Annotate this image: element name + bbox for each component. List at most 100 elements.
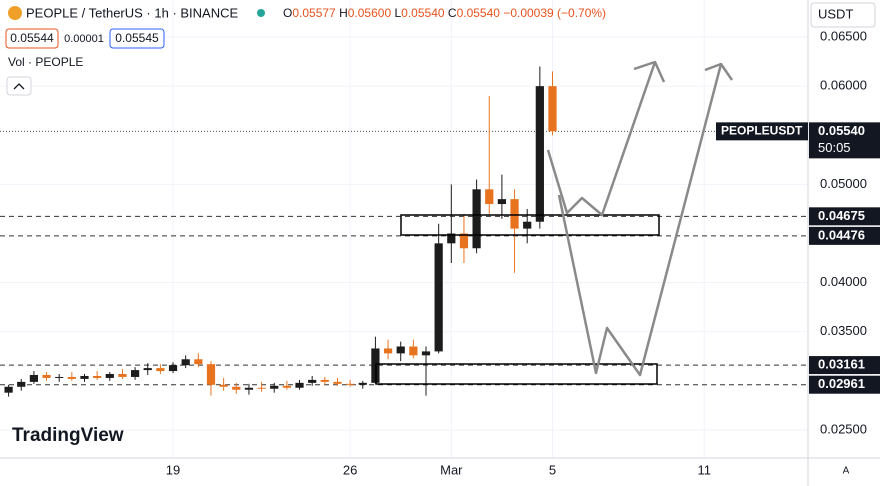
y-tick-label: 0.06500 bbox=[820, 28, 867, 43]
y-tick-label: 0.05000 bbox=[820, 176, 867, 191]
candle-body bbox=[232, 386, 241, 390]
ohlc-value: 0.05577 bbox=[292, 6, 336, 20]
x-tick-label: 19 bbox=[166, 462, 180, 477]
ask: 0.05545 bbox=[115, 31, 159, 45]
candle-body bbox=[346, 383, 355, 385]
candle-body bbox=[257, 387, 266, 389]
ask-box[interactable] bbox=[109, 28, 165, 49]
candle-body bbox=[29, 374, 39, 382]
candle-body bbox=[510, 199, 519, 229]
level-label: 0.02961 bbox=[818, 376, 865, 391]
level-label: 0.03161 bbox=[818, 357, 865, 372]
arrow bbox=[546, 60, 666, 217]
auto-scale[interactable]: A bbox=[843, 466, 850, 477]
candle-body bbox=[156, 368, 165, 372]
candle-body bbox=[168, 365, 178, 372]
collapse-button[interactable] bbox=[6, 76, 32, 96]
grid bbox=[0, 0, 808, 458]
y-tick-label: 0.06000 bbox=[820, 78, 867, 93]
candle-body bbox=[143, 368, 152, 371]
ohlc-value: 0.05540 bbox=[457, 6, 501, 20]
candle-body bbox=[67, 376, 76, 379]
projection-arrows bbox=[546, 60, 734, 377]
ohlc-key: H bbox=[339, 6, 348, 20]
level-label-box bbox=[809, 356, 880, 375]
level-label-box bbox=[809, 207, 880, 226]
bid-box[interactable] bbox=[5, 28, 59, 49]
ohlc-key: L bbox=[394, 6, 401, 20]
candle-body bbox=[105, 374, 114, 378]
candle-body bbox=[459, 233, 469, 249]
last-price-box bbox=[809, 122, 880, 159]
candle-body bbox=[497, 199, 507, 205]
candle-body bbox=[548, 86, 557, 132]
x-tick-label: 5 bbox=[549, 462, 556, 477]
ohlc-key: O bbox=[283, 6, 292, 20]
symbol[interactable]: PEOPLE / TetherUS · 1h · BINANCE bbox=[26, 5, 238, 20]
candle-body bbox=[409, 346, 418, 356]
candle-body bbox=[270, 385, 279, 389]
candle-body bbox=[472, 189, 481, 249]
candle-body bbox=[93, 375, 102, 378]
level-label-box bbox=[809, 375, 880, 394]
logo: TradingView bbox=[12, 425, 124, 446]
currency: USDT bbox=[818, 6, 853, 21]
x-tick-label: 11 bbox=[698, 462, 712, 477]
candle-body bbox=[358, 382, 367, 385]
zone-box bbox=[375, 363, 658, 385]
candle-body bbox=[194, 359, 203, 365]
currency-select[interactable] bbox=[810, 2, 876, 28]
ohlc: O0.05577 H0.05600 L0.05540 C0.05540 −0.0… bbox=[283, 6, 606, 20]
candle-body bbox=[17, 381, 26, 387]
candle-body bbox=[219, 384, 228, 387]
countdown: 50:05 bbox=[818, 140, 851, 155]
spread: 0.00001 bbox=[64, 33, 104, 45]
candle-body bbox=[55, 376, 64, 378]
candle-body bbox=[447, 233, 456, 244]
x-tick-label: Mar bbox=[440, 462, 463, 477]
ohlc-key: C bbox=[448, 6, 457, 20]
y-tick-label: 0.02500 bbox=[820, 421, 867, 436]
candle-body bbox=[206, 364, 216, 385]
volume-label: Vol · PEOPLE bbox=[8, 55, 83, 69]
ohlc-value: 0.05600 bbox=[348, 6, 392, 20]
level-label: 0.04476 bbox=[818, 227, 865, 242]
candle-body bbox=[295, 382, 304, 388]
y-tick-label: 0.03500 bbox=[820, 323, 867, 338]
last-price-name-box bbox=[716, 122, 808, 141]
candle-body bbox=[130, 370, 140, 377]
candle-body bbox=[383, 348, 393, 354]
level-label: 0.04675 bbox=[818, 208, 865, 223]
arrow bbox=[557, 62, 734, 377]
change: −0.00039 (−0.70%) bbox=[503, 6, 606, 20]
candle-body bbox=[244, 387, 254, 390]
level-label-box bbox=[809, 226, 880, 245]
axes: 0.06500 0.06000 0.05000 0.04000 0.03500 0.025… bbox=[166, 28, 880, 477]
candle-body bbox=[434, 243, 443, 352]
x-tick-label: 26 bbox=[343, 462, 357, 477]
candle-body bbox=[523, 221, 532, 229]
candle-body bbox=[118, 374, 127, 377]
y-tick-label: 0.04000 bbox=[820, 274, 867, 289]
bid: 0.05544 bbox=[10, 31, 54, 45]
candle-body bbox=[396, 346, 405, 354]
candle-body bbox=[333, 381, 342, 384]
candle-body bbox=[308, 379, 317, 383]
candle-body bbox=[320, 379, 329, 382]
candle-body bbox=[485, 189, 494, 205]
collapse-icon bbox=[13, 83, 25, 90]
symbol-icon bbox=[8, 6, 22, 20]
candle-body bbox=[42, 374, 51, 378]
last-price-label: 0.05540 bbox=[818, 123, 865, 138]
ohlc-value: 0.05540 bbox=[401, 6, 445, 20]
status-dot bbox=[257, 9, 265, 17]
candle-body bbox=[535, 86, 544, 222]
zone-box bbox=[400, 214, 660, 236]
candle-body bbox=[421, 351, 431, 356]
candle-body bbox=[80, 375, 89, 379]
last-price-name: PEOPLEUSDT bbox=[721, 124, 803, 138]
candle-body bbox=[4, 386, 13, 393]
plot bbox=[4, 66, 557, 397]
